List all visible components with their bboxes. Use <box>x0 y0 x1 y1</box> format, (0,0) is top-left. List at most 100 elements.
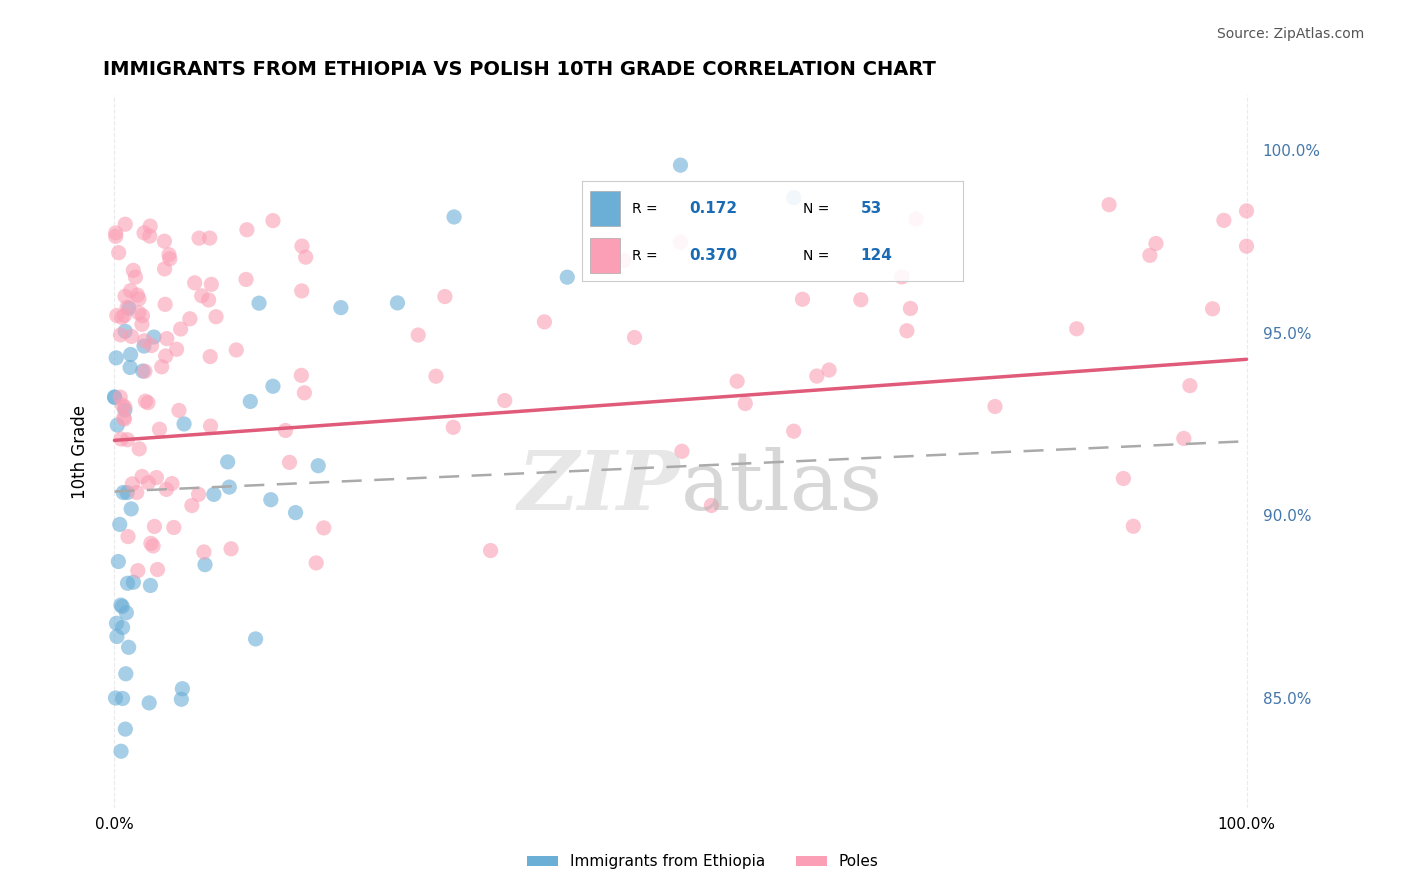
Legend: Immigrants from Ethiopia, Poles: Immigrants from Ethiopia, Poles <box>522 848 884 875</box>
Text: atlas: atlas <box>681 447 883 527</box>
Poles <box>984 400 1007 414</box>
Poles <box>146 562 169 576</box>
Poles <box>114 309 136 323</box>
Poles <box>166 343 188 357</box>
Immigrants from Ethiopia <box>105 616 128 631</box>
Immigrants from Ethiopia <box>443 210 465 224</box>
Poles <box>783 424 806 438</box>
Poles <box>120 284 142 298</box>
Poles <box>1236 203 1258 218</box>
Immigrants from Ethiopia <box>194 558 217 572</box>
Immigrants from Ethiopia <box>260 492 283 507</box>
Poles <box>425 369 447 384</box>
Immigrants from Ethiopia <box>170 692 193 706</box>
Poles <box>134 364 156 378</box>
Poles <box>110 327 132 342</box>
Poles <box>112 410 135 425</box>
Poles <box>153 297 176 311</box>
Poles <box>200 419 222 434</box>
Poles <box>124 270 146 285</box>
Poles <box>734 396 756 410</box>
Poles <box>131 318 153 332</box>
Poles <box>110 390 132 404</box>
Immigrants from Ethiopia <box>114 403 136 417</box>
Immigrants from Ethiopia <box>110 744 132 758</box>
Poles <box>104 226 127 240</box>
Immigrants from Ethiopia <box>114 666 136 681</box>
Immigrants from Ethiopia <box>245 632 267 646</box>
Poles <box>160 476 183 491</box>
Poles <box>896 324 918 338</box>
Immigrants from Ethiopia <box>118 301 141 316</box>
Immigrants from Ethiopia <box>120 360 142 375</box>
Poles <box>1173 432 1195 446</box>
Poles <box>114 289 136 303</box>
Poles <box>671 444 693 458</box>
Poles <box>153 234 176 248</box>
Poles <box>141 338 163 352</box>
Poles <box>111 398 134 412</box>
Immigrants from Ethiopia <box>669 158 692 172</box>
Immigrants from Ethiopia <box>132 339 155 353</box>
Poles <box>190 289 212 303</box>
Immigrants from Ethiopia <box>122 575 145 590</box>
Poles <box>131 469 153 483</box>
Text: ZIP: ZIP <box>517 447 681 527</box>
Poles <box>142 539 165 553</box>
Poles <box>127 288 149 302</box>
Poles <box>114 412 136 426</box>
Immigrants from Ethiopia <box>108 517 131 532</box>
Poles <box>107 245 129 260</box>
Poles <box>294 250 316 264</box>
Immigrants from Ethiopia <box>114 722 136 736</box>
Poles <box>1139 248 1161 262</box>
Immigrants from Ethiopia <box>387 296 409 310</box>
Poles <box>198 231 221 245</box>
Poles <box>105 309 128 323</box>
Poles <box>110 432 132 446</box>
Poles <box>669 235 692 250</box>
Immigrants from Ethiopia <box>105 630 128 644</box>
Poles <box>104 229 127 244</box>
Immigrants from Ethiopia <box>111 599 134 614</box>
Poles <box>198 350 221 364</box>
Immigrants from Ethiopia <box>173 417 195 431</box>
Immigrants from Ethiopia <box>107 555 129 569</box>
Y-axis label: 10th Grade: 10th Grade <box>72 405 89 499</box>
Poles <box>167 403 190 417</box>
Poles <box>1178 378 1201 392</box>
Poles <box>291 284 314 298</box>
Poles <box>143 519 166 533</box>
Poles <box>127 564 149 578</box>
Poles <box>205 310 228 324</box>
Immigrants from Ethiopia <box>120 502 142 516</box>
Immigrants from Ethiopia <box>103 390 125 404</box>
Poles <box>1112 471 1135 485</box>
Poles <box>156 332 179 346</box>
Poles <box>180 499 202 513</box>
Poles <box>121 476 143 491</box>
Immigrants from Ethiopia <box>783 191 806 205</box>
Poles <box>157 248 180 262</box>
Poles <box>905 212 928 227</box>
Immigrants from Ethiopia <box>262 379 284 393</box>
Poles <box>274 424 297 438</box>
Immigrants from Ethiopia <box>555 270 578 285</box>
Immigrants from Ethiopia <box>110 598 132 612</box>
Immigrants from Ethiopia <box>114 324 136 338</box>
Poles <box>128 442 150 456</box>
Poles <box>533 315 555 329</box>
Poles <box>131 309 153 323</box>
Poles <box>406 328 429 343</box>
Poles <box>849 293 872 307</box>
Poles <box>1212 213 1234 227</box>
Immigrants from Ethiopia <box>142 330 165 344</box>
Poles <box>312 521 335 535</box>
Immigrants from Ethiopia <box>172 681 194 696</box>
Immigrants from Ethiopia <box>111 691 134 706</box>
Immigrants from Ethiopia <box>239 394 262 409</box>
Poles <box>1144 236 1167 251</box>
Poles <box>1066 322 1088 336</box>
Poles <box>159 252 181 266</box>
Poles <box>494 393 516 408</box>
